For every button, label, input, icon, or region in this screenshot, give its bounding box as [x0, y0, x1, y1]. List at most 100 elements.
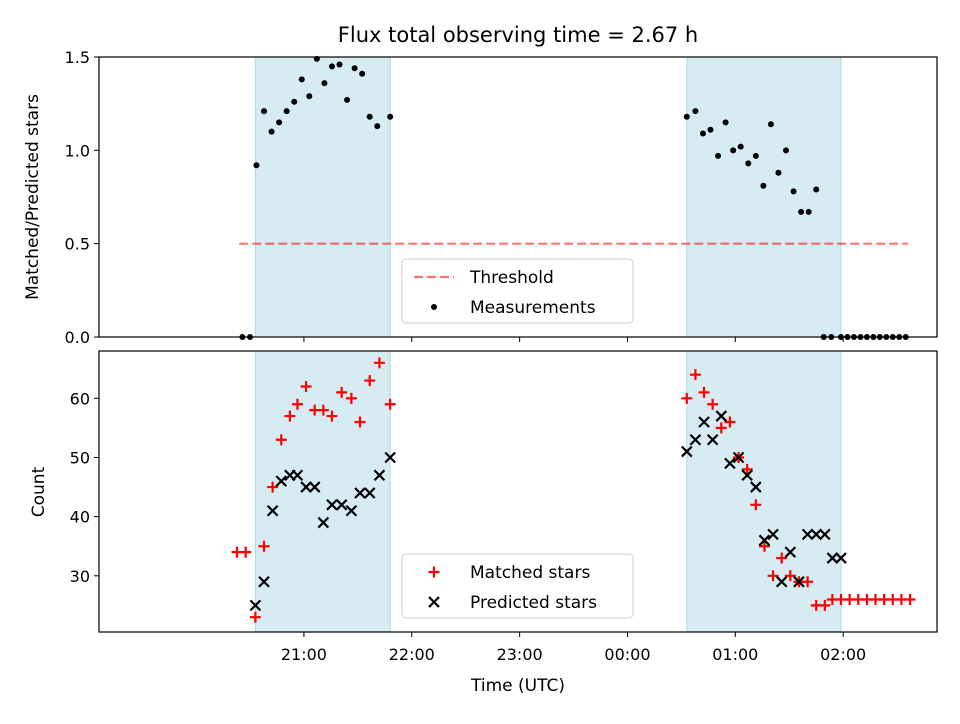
bottom-axes-frame [98, 350, 938, 633]
matched-star-point [384, 398, 396, 410]
predicted-star-point [775, 575, 788, 588]
predicted-star-point [732, 451, 745, 464]
top-y-tick-label: 0.5 [65, 235, 90, 254]
matched-star-point [336, 386, 348, 398]
matched-star-point [317, 404, 329, 416]
predicted-star-point [681, 445, 693, 458]
matched-star-point [758, 540, 770, 552]
bottom-y-tick-label: 30 [70, 567, 90, 586]
bottom-y-tick-label: 40 [70, 508, 90, 527]
matched-star-point [681, 392, 693, 404]
predicted-star-point [724, 457, 736, 470]
predicted-star-point [363, 487, 376, 499]
top-shaded-spans [254, 56, 842, 338]
matched-star-point [784, 570, 796, 582]
matched-star-point [689, 369, 701, 381]
matched-star-point [249, 611, 261, 623]
predicted-star-point [819, 528, 831, 541]
x-tick-label: 23:00 [497, 645, 543, 664]
measurement-point [737, 143, 744, 150]
top-legend-label: Threshold [469, 268, 554, 288]
predicted-star-point [354, 487, 366, 499]
top-legend: Threshold Measurements [401, 258, 634, 324]
predicted-star-point [715, 410, 728, 422]
top-ylabel: Matched/Predicted stars [23, 94, 43, 300]
measurement-point [790, 188, 797, 195]
measurement-point [291, 98, 298, 105]
matched-star-point [750, 499, 762, 511]
measurement-point [692, 108, 699, 115]
top-y-tick-label: 1.5 [65, 48, 90, 67]
top-y-tick-label: 0.0 [65, 328, 90, 347]
predicted-star-point [249, 599, 262, 612]
bottom-legend-label: Matched stars [470, 563, 590, 583]
top-legend-box [401, 258, 634, 324]
top-legend-label: Measurements [470, 298, 596, 318]
matched-star-point [741, 463, 753, 475]
predicted-star-point [758, 534, 771, 547]
predicted-star-point [326, 499, 338, 511]
matched-star-point [345, 392, 357, 404]
predicted-star-point [810, 528, 822, 541]
measurement-point [707, 126, 714, 133]
measurement-point [374, 123, 381, 130]
measurement-point [328, 63, 335, 70]
predicted-star-point [706, 433, 719, 446]
matched-star-point [904, 593, 916, 605]
predicted-star-point [689, 433, 702, 446]
bottom-observing-span [686, 350, 842, 633]
measurement-point [775, 169, 782, 176]
x-axis-label: Time (UTC) [470, 676, 565, 696]
top-observing-span [254, 56, 391, 338]
matched-star-point [258, 540, 270, 552]
bottom-panel: 30 40 50 60 21:00 22:00 23:00 00:00 01:00 02:00 C… [29, 350, 938, 664]
legend-measurement-swatch [431, 304, 437, 310]
matched-star-point [802, 576, 814, 588]
matched-star-point [267, 481, 279, 493]
predicted-star-point [266, 504, 279, 517]
predicted-star-point [698, 416, 710, 428]
bottom-y-tick-label: 60 [70, 389, 90, 408]
measurement-point [387, 113, 394, 120]
predicted-star-point [784, 546, 797, 558]
predicted-star-point [275, 475, 288, 487]
top-observing-span [686, 56, 842, 338]
predicted-star-point [384, 451, 396, 464]
matched-star-point [819, 599, 831, 611]
measurement-point [366, 113, 373, 120]
measurement-point [760, 182, 767, 189]
measurement-point [268, 128, 275, 135]
matched-star-point [715, 422, 727, 434]
matched-star-point [707, 398, 719, 410]
matched-star-point [354, 416, 366, 428]
legend-predicted-swatch [428, 596, 440, 608]
predicted-star-point [300, 481, 312, 493]
measurement-point [253, 162, 260, 169]
predicted-star-point [335, 499, 348, 511]
matched-star-point [776, 552, 788, 564]
measurement-point [745, 160, 752, 167]
top-data-marks [239, 55, 909, 340]
measurement-point [351, 65, 358, 72]
top-axes-frame [98, 56, 938, 338]
matched-star-point [724, 416, 736, 428]
measurement-point [798, 208, 805, 215]
predicted-star-point [308, 481, 321, 493]
matched-star-point [364, 375, 376, 387]
legend-matched-swatch [428, 566, 440, 578]
bottom-data-marks [231, 357, 916, 623]
measurement-point [813, 186, 820, 193]
matched-star-point [291, 398, 303, 410]
predicted-star-point [793, 575, 805, 588]
measurement-point [752, 152, 759, 159]
x-tick-label: 02:00 [820, 645, 866, 664]
bottom-legend: Matched stars Predicted stars [401, 553, 634, 619]
matched-star-point [240, 546, 252, 558]
measurement-point [805, 208, 812, 215]
bottom-legend-label: Predicted stars [470, 593, 597, 613]
x-tick-label: 01:00 [712, 645, 758, 664]
matched-star-point [373, 357, 385, 369]
predicted-star-point [317, 516, 330, 529]
